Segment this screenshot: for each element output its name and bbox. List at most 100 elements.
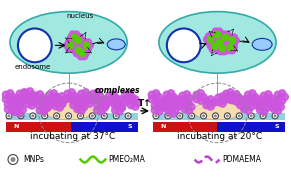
Circle shape <box>229 41 235 47</box>
Circle shape <box>179 92 186 99</box>
Circle shape <box>220 37 227 44</box>
Circle shape <box>204 36 210 43</box>
Circle shape <box>270 101 278 108</box>
Circle shape <box>210 99 217 106</box>
Circle shape <box>2 96 10 103</box>
Circle shape <box>260 97 267 104</box>
Circle shape <box>220 39 226 46</box>
Circle shape <box>78 95 85 102</box>
Circle shape <box>89 96 96 104</box>
Circle shape <box>43 114 46 117</box>
Circle shape <box>220 31 227 37</box>
Circle shape <box>67 114 70 117</box>
Circle shape <box>70 97 77 104</box>
Circle shape <box>32 97 39 104</box>
Circle shape <box>30 113 36 119</box>
Circle shape <box>81 53 88 60</box>
Circle shape <box>78 90 85 97</box>
Circle shape <box>211 43 218 50</box>
Circle shape <box>54 99 61 106</box>
Circle shape <box>79 50 86 57</box>
Text: S: S <box>128 124 132 129</box>
Circle shape <box>42 113 48 119</box>
Circle shape <box>90 95 97 102</box>
Circle shape <box>231 44 237 51</box>
Circle shape <box>16 95 23 102</box>
Circle shape <box>256 107 264 114</box>
Circle shape <box>221 48 228 55</box>
Circle shape <box>212 34 219 41</box>
Circle shape <box>98 101 105 108</box>
Circle shape <box>102 103 109 110</box>
Circle shape <box>69 45 76 52</box>
Circle shape <box>81 45 88 52</box>
Circle shape <box>24 101 31 108</box>
Circle shape <box>6 113 12 119</box>
Circle shape <box>185 107 192 114</box>
Circle shape <box>250 114 253 117</box>
Circle shape <box>15 96 22 103</box>
Circle shape <box>46 96 53 103</box>
Circle shape <box>222 96 229 104</box>
Circle shape <box>36 107 43 114</box>
Circle shape <box>217 48 224 55</box>
Circle shape <box>156 103 163 110</box>
Circle shape <box>7 97 14 104</box>
Circle shape <box>249 97 256 104</box>
Circle shape <box>77 99 84 106</box>
Circle shape <box>203 97 210 104</box>
Circle shape <box>245 107 252 114</box>
Circle shape <box>54 94 61 101</box>
Circle shape <box>54 113 60 119</box>
Circle shape <box>26 88 33 95</box>
Circle shape <box>73 31 80 37</box>
Circle shape <box>18 29 52 62</box>
Circle shape <box>275 100 282 107</box>
Circle shape <box>82 94 89 101</box>
Circle shape <box>224 31 230 37</box>
Circle shape <box>212 113 219 119</box>
Circle shape <box>17 99 24 106</box>
Circle shape <box>238 114 241 117</box>
Circle shape <box>21 89 28 96</box>
Circle shape <box>74 103 81 110</box>
Circle shape <box>106 97 113 104</box>
Circle shape <box>77 34 84 40</box>
Circle shape <box>55 114 58 117</box>
Circle shape <box>73 40 80 47</box>
Circle shape <box>77 113 84 119</box>
Circle shape <box>226 37 232 44</box>
Circle shape <box>161 104 168 111</box>
Circle shape <box>10 102 17 109</box>
Circle shape <box>110 98 117 105</box>
Circle shape <box>274 96 281 103</box>
Circle shape <box>40 108 47 115</box>
Circle shape <box>186 94 193 101</box>
Circle shape <box>115 114 118 117</box>
Circle shape <box>205 39 212 46</box>
Circle shape <box>224 37 230 44</box>
Circle shape <box>85 45 92 52</box>
Circle shape <box>85 92 92 100</box>
Circle shape <box>207 36 214 43</box>
Circle shape <box>225 47 232 54</box>
Circle shape <box>46 91 53 98</box>
Circle shape <box>116 108 123 115</box>
Circle shape <box>16 90 23 97</box>
Circle shape <box>125 113 131 119</box>
Circle shape <box>36 102 43 109</box>
Circle shape <box>58 93 65 100</box>
Circle shape <box>230 92 237 100</box>
Circle shape <box>19 114 22 117</box>
Circle shape <box>260 113 266 119</box>
Circle shape <box>222 34 229 41</box>
Circle shape <box>263 104 271 112</box>
Circle shape <box>72 37 78 44</box>
Circle shape <box>226 114 229 117</box>
Circle shape <box>274 91 281 98</box>
Circle shape <box>231 40 237 47</box>
Circle shape <box>267 94 274 101</box>
Circle shape <box>52 103 59 110</box>
Circle shape <box>152 97 160 104</box>
Circle shape <box>126 97 133 104</box>
